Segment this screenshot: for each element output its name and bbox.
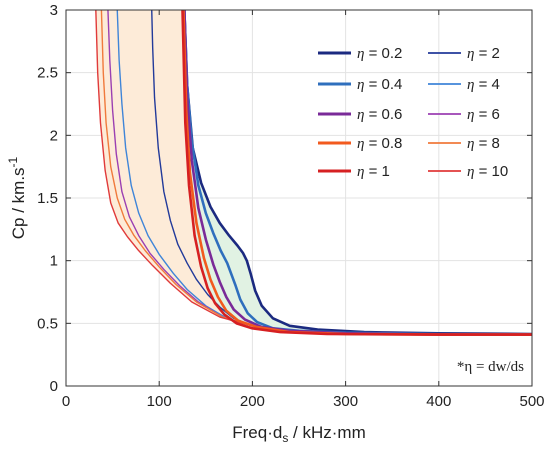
x-tick-label: 500 (519, 393, 544, 410)
x-tick-label: 100 (147, 393, 172, 410)
legend-label-eta-0-4: η = 0.4 (357, 76, 402, 93)
x-tick-label: 0 (62, 393, 70, 410)
x-axis-label: Freq·ds / kHz·mm (232, 423, 366, 445)
series-lines (95, 10, 532, 336)
axis-labels: Freq·ds / kHz·mm Cp / km.s-1 (6, 156, 366, 445)
y-axis-label-main: Cp / km.s (9, 167, 28, 239)
axes-frame (65, 9, 533, 387)
series-line-eta-1 (181, 10, 532, 336)
x-axis-label-rest: / kHz·mm (288, 423, 365, 442)
y-tick-label: 0 (50, 378, 58, 395)
y-tick-label: 1 (50, 253, 58, 270)
legend-label-eta-0-2: η = 0.2 (357, 45, 402, 62)
x-axis-label-main: Freq·d (232, 423, 282, 442)
legend-label-eta-6: η = 6 (467, 106, 500, 123)
legend-label-eta-0-8: η = 0.8 (357, 135, 402, 152)
legend-label-eta-2: η = 2 (467, 45, 500, 62)
y-tick-label: 1.5 (37, 190, 58, 207)
y-axis-label: Cp / km.s-1 (6, 156, 28, 239)
x-tick-label: 300 (333, 393, 358, 410)
legend-label-eta-10: η = 10 (467, 163, 508, 180)
legend-label-eta-0-6: η = 0.6 (357, 106, 402, 123)
legend-label-eta-4: η = 4 (467, 76, 500, 93)
y-axis-label-sup: -1 (6, 156, 20, 167)
shaded-regions (95, 10, 532, 335)
x-tick-label: 200 (240, 393, 265, 410)
legend-label-eta-8: η = 8 (467, 135, 500, 152)
x-axis-label-sub: s (282, 431, 288, 445)
y-tick-label: 3 (50, 2, 58, 19)
legend-label-eta-1: η = 1 (357, 163, 390, 180)
y-tick-label: 2 (50, 127, 58, 144)
shade-band-high-eta (95, 10, 532, 335)
eta-definition-annotation: *η = dw/ds (457, 359, 524, 375)
y-tick-label: 0.5 (37, 315, 58, 332)
series-line-eta-0-2 (183, 10, 532, 336)
y-tick-label: 2.5 (37, 65, 58, 82)
shade-band-low-eta (182, 10, 532, 335)
legend: η = 0.2 η = 0.4 η = 0.6 η = 0.8 η = 1 η = 2 η … (318, 45, 508, 180)
x-tick-label: 400 (426, 393, 451, 410)
tick-labels: 0 100 200 300 400 500 0 0.5 1 1.5 2 2.5 3 (37, 2, 544, 410)
